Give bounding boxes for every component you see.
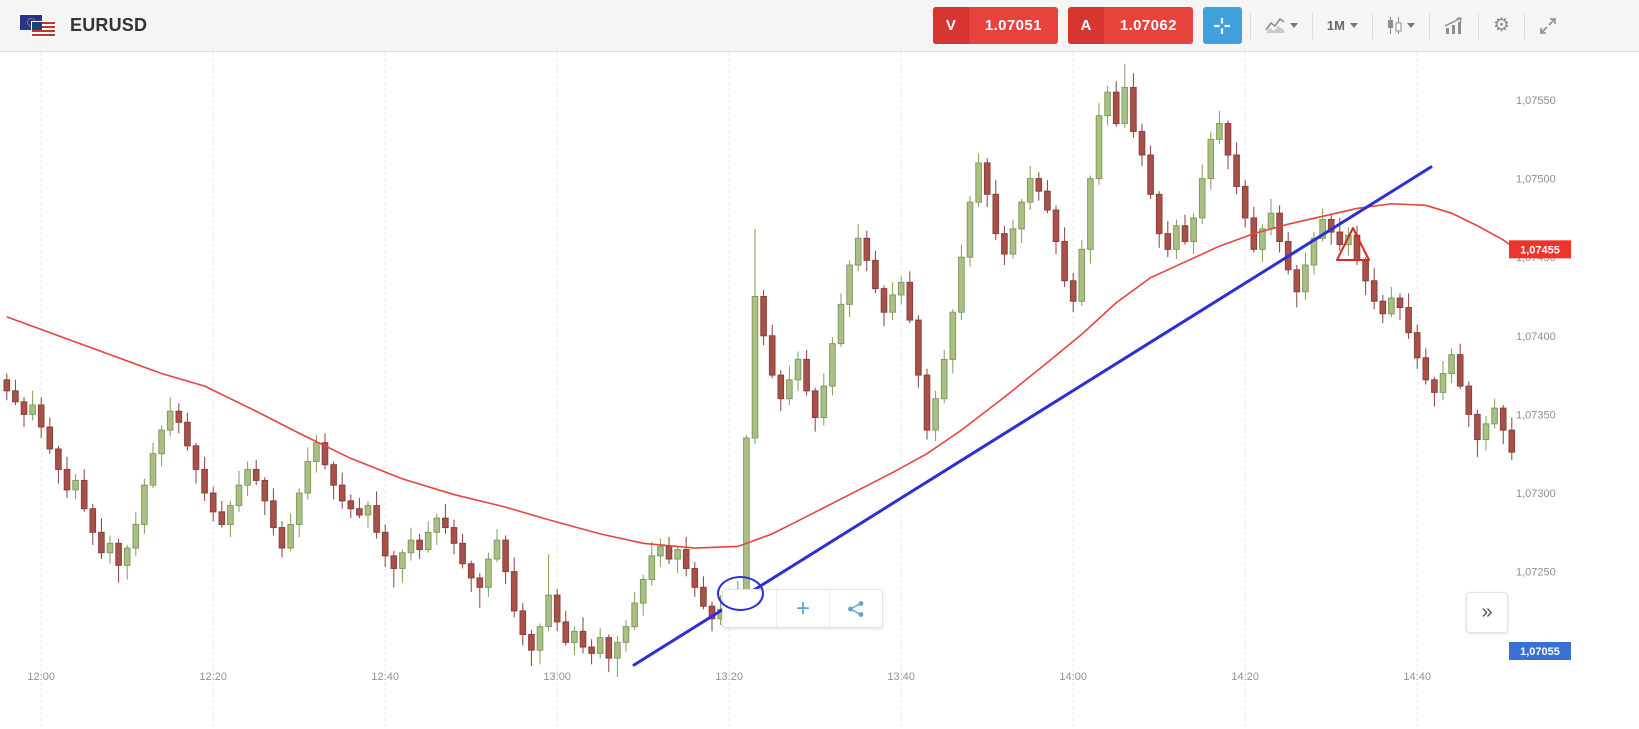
svg-text:13:00: 13:00 — [543, 671, 571, 683]
line-chart-icon — [1265, 17, 1285, 33]
eurusd-flag-icon — [20, 13, 56, 39]
triangle-annotation[interactable] — [1336, 227, 1370, 261]
svg-text:1,07400: 1,07400 — [1516, 331, 1556, 343]
buy-label: A — [1067, 7, 1104, 44]
share-icon — [848, 600, 864, 617]
sell-price-button[interactable]: V 1.07051 — [932, 7, 1058, 44]
moving-average-line — [6, 202, 1513, 549]
current-price-tag: 1,07055 — [1509, 642, 1571, 660]
svg-text:1,07055: 1,07055 — [1520, 646, 1560, 658]
timeframe-dropdown[interactable]: 1M — [1321, 12, 1364, 39]
chevron-down-icon — [1349, 23, 1358, 28]
chevron-down-icon — [1289, 23, 1298, 28]
separator — [1524, 12, 1525, 39]
buy-price: 1.07062 — [1119, 17, 1177, 34]
sell-label: V — [932, 7, 969, 44]
separator — [1249, 12, 1251, 39]
crosshair-icon — [1214, 17, 1231, 34]
ma-price-tag: 1,07455 — [1509, 240, 1571, 259]
symbol-title: EURUSD — [70, 15, 148, 35]
svg-text:14:00: 14:00 — [1059, 671, 1087, 683]
circle-annotation[interactable] — [717, 576, 764, 611]
svg-text:13:40: 13:40 — [887, 671, 915, 683]
svg-text:1,07300: 1,07300 — [1516, 488, 1556, 500]
indicators-icon — [1444, 17, 1462, 34]
svg-text:12:20: 12:20 — [199, 671, 227, 683]
svg-text:12:00: 12:00 — [27, 671, 55, 683]
crosshair-button[interactable] — [1202, 7, 1242, 44]
svg-text:1,07455: 1,07455 — [1520, 244, 1560, 256]
indicators-button[interactable] — [1438, 11, 1470, 40]
buy-price-button[interactable]: A 1.07062 — [1067, 7, 1193, 44]
trend-line[interactable] — [632, 165, 1433, 667]
us-flag-icon — [32, 21, 55, 37]
expand-icon — [1540, 17, 1556, 34]
symbol-block: EURUSD — [20, 13, 147, 39]
chart-type-dropdown[interactable] — [1259, 12, 1304, 40]
add-button[interactable]: + — [776, 590, 829, 627]
separator — [1371, 12, 1373, 39]
svg-text:1,07250: 1,07250 — [1516, 567, 1556, 579]
separator — [1311, 12, 1313, 39]
svg-text:13:20: 13:20 — [715, 671, 743, 683]
collapse-panel-button[interactable]: » — [1466, 592, 1508, 633]
fullscreen-button[interactable] — [1533, 11, 1563, 41]
separator — [1428, 12, 1430, 39]
candle-style-dropdown[interactable] — [1381, 11, 1421, 40]
svg-text:14:20: 14:20 — [1231, 671, 1259, 683]
topbar-controls: V 1.07051 A 1.07062 — [932, 7, 1563, 44]
axis-labels: 1,075501,075001,074501,074001,073501,073… — [27, 95, 1555, 683]
svg-text:1,07550: 1,07550 — [1516, 95, 1556, 107]
chart-area: 1,075501,075001,074501,074001,073501,073… — [0, 52, 1639, 729]
candlestick-chart[interactable]: 1,075501,075001,074501,074001,073501,073… — [0, 52, 1639, 729]
share-button[interactable] — [829, 590, 882, 627]
sell-price: 1.07051 — [984, 17, 1042, 34]
plus-icon: + — [795, 594, 810, 622]
chevron-down-icon — [1406, 23, 1415, 28]
svg-text:14:40: 14:40 — [1403, 671, 1431, 683]
timeframe-label: 1M — [1326, 18, 1345, 33]
svg-text:1,07500: 1,07500 — [1516, 174, 1556, 186]
svg-text:12:40: 12:40 — [371, 671, 399, 683]
gear-icon: ⚙ — [1492, 15, 1510, 36]
candlestick-icon — [1387, 17, 1402, 34]
svg-text:1,07350: 1,07350 — [1516, 409, 1556, 421]
settings-button[interactable]: ⚙ — [1487, 10, 1516, 41]
topbar: EURUSD V 1.07051 A 1.07062 — [0, 0, 1639, 52]
separator — [1477, 12, 1479, 39]
